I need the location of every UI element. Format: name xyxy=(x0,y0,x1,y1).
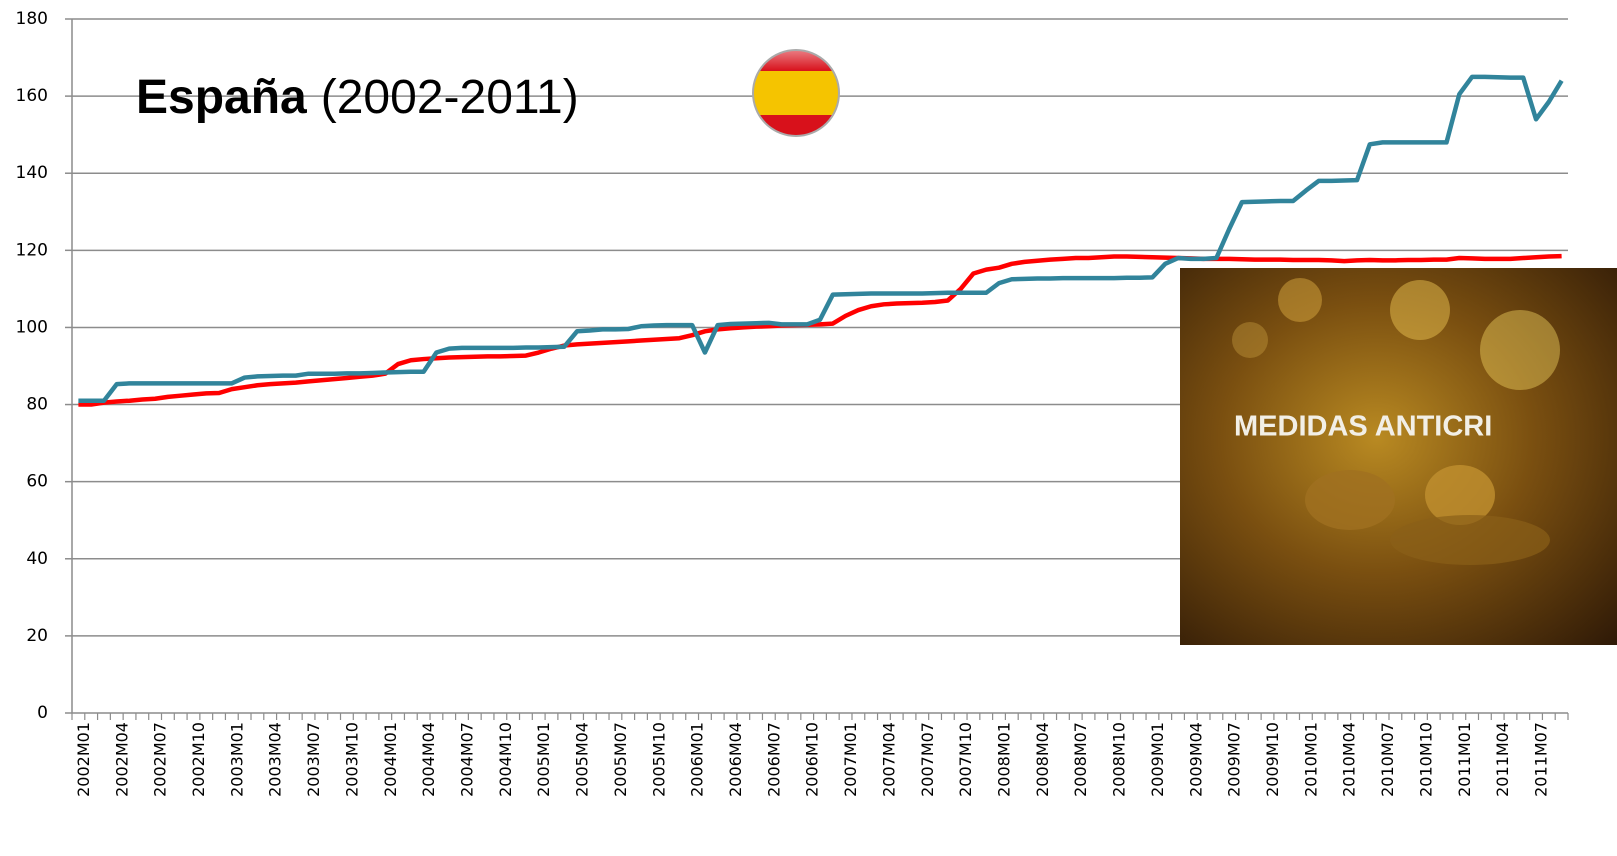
chart: 0 20 40 60 80 100 120 140 160 180 2002M01 2002M04 20… xyxy=(0,0,1617,856)
x-tick-label: 2011M07 xyxy=(1532,722,1551,797)
x-tick-label: 2008M04 xyxy=(1033,722,1052,797)
x-tick-label: 2008M01 xyxy=(995,722,1014,797)
x-tick-label: 2003M01 xyxy=(227,722,246,797)
x-tick-label: 2005M10 xyxy=(649,722,668,797)
y-tick-label: 120 xyxy=(16,240,48,260)
x-tick-label: 2004M10 xyxy=(496,722,515,797)
x-tick-label: 2011M01 xyxy=(1455,722,1474,797)
y-tick-label: 100 xyxy=(16,317,48,337)
x-tick-label: 2003M07 xyxy=(304,722,323,797)
x-tick-label: 2006M04 xyxy=(726,722,745,797)
x-tick-label: 2007M01 xyxy=(841,722,860,797)
x-tick-label: 2003M10 xyxy=(342,722,361,797)
x-tick-label: 2006M07 xyxy=(764,722,783,797)
x-tick-label: 2002M01 xyxy=(74,722,93,797)
x-tick-label: 2006M01 xyxy=(688,722,707,797)
x-tick-label: 2010M01 xyxy=(1301,722,1320,797)
x-tick-label: 2008M07 xyxy=(1071,722,1090,797)
title-years: (2002-2011) xyxy=(321,71,579,124)
x-tick-label: 2010M04 xyxy=(1340,722,1359,797)
x-tick-label: 2005M01 xyxy=(534,722,553,797)
y-tick-label: 140 xyxy=(16,163,48,183)
x-tick-label: 2009M07 xyxy=(1225,722,1244,797)
x-tick-label: 2004M07 xyxy=(457,722,476,797)
title-bold: España xyxy=(136,71,307,124)
x-tick-label: 2004M04 xyxy=(419,722,438,797)
x-tick-label: 2002M10 xyxy=(189,722,208,797)
x-tick-label: 2007M07 xyxy=(918,722,937,797)
photo: MEDIDAS ANTICRI xyxy=(1180,268,1617,645)
x-tick-label: 2002M07 xyxy=(151,722,170,797)
y-tick-label: 40 xyxy=(26,549,48,569)
x-tick-label: 2004M01 xyxy=(381,722,400,797)
flag xyxy=(750,48,842,140)
x-tick-label: 2007M04 xyxy=(879,722,898,797)
y-tick-label: 60 xyxy=(26,472,48,492)
y-tick-label: 160 xyxy=(16,86,48,106)
y-tick-label: 20 xyxy=(26,626,48,646)
x-tick-label: 2002M04 xyxy=(112,722,131,797)
chart-title: España (2002-2011) xyxy=(136,71,579,124)
x-tick-label: 2009M10 xyxy=(1263,722,1282,797)
x-tick-label: 2007M10 xyxy=(956,722,975,797)
x-tick-label: 2005M04 xyxy=(573,722,592,797)
x-tick-label: 2010M10 xyxy=(1416,722,1435,797)
y-tick-label: 180 xyxy=(16,9,48,29)
y-tick-label: 0 xyxy=(37,703,48,723)
x-tick-label: 2009M01 xyxy=(1148,722,1167,797)
x-tick-label: 2010M07 xyxy=(1378,722,1397,797)
x-tick-label: 2008M10 xyxy=(1110,722,1129,797)
x-tick-label: 2011M04 xyxy=(1493,722,1512,797)
x-tick-label: 2009M04 xyxy=(1186,722,1205,797)
photo-caption: MEDIDAS ANTICRI xyxy=(1234,411,1492,443)
x-tick-label: 2005M07 xyxy=(611,722,630,797)
x-tick-label: 2003M04 xyxy=(266,722,285,797)
x-tick-label: 2006M10 xyxy=(803,722,822,797)
y-tick-label: 80 xyxy=(26,395,48,415)
